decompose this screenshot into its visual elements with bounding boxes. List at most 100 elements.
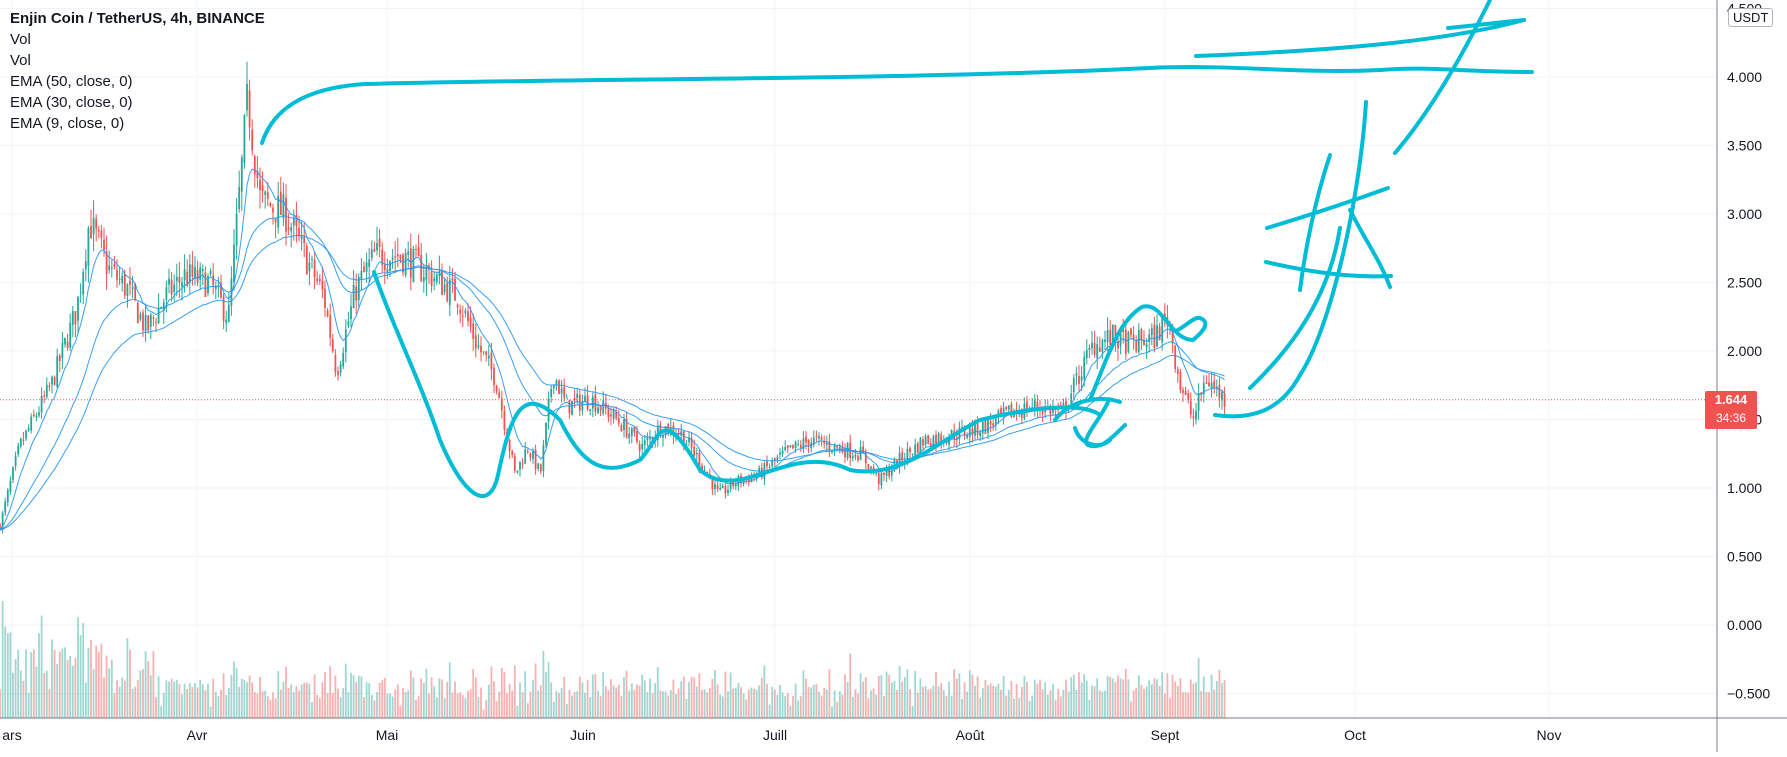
candle-body (116, 269, 118, 280)
candle-body (376, 243, 378, 251)
candle-body (191, 264, 194, 277)
volume-bar (17, 649, 20, 718)
candle-body (883, 472, 885, 475)
volume-bar (129, 649, 131, 718)
candle-body (508, 439, 511, 452)
volume-bar (209, 706, 212, 718)
candle-body (357, 277, 360, 301)
currency-unit-badge[interactable]: USDT (1728, 8, 1774, 27)
candle-body (9, 480, 12, 492)
volume-bar (477, 696, 480, 718)
volume-bar (110, 659, 113, 718)
candle-body (703, 470, 706, 472)
volume-bar (1067, 691, 1070, 718)
candle-body (381, 249, 384, 266)
candle-body (844, 449, 846, 458)
volume-bar (344, 663, 347, 718)
volume-bar (108, 668, 111, 718)
candle-body (485, 351, 488, 355)
candle-body (794, 441, 797, 449)
candle-body (698, 452, 701, 467)
candle-body (287, 227, 290, 230)
volume-bar (420, 678, 423, 718)
candle-body (344, 329, 347, 353)
volume-bar (1052, 683, 1054, 718)
candle-body (467, 311, 469, 321)
candle-body (1075, 373, 1078, 376)
candle-body (1083, 356, 1086, 379)
candle-body (1145, 344, 1148, 348)
volume-bar (802, 670, 805, 718)
volume-bar (906, 669, 909, 718)
candle-body (368, 259, 371, 267)
candle-body (1031, 406, 1034, 408)
volume-bar (183, 683, 186, 718)
volume-bar (386, 693, 389, 718)
candle-body (779, 452, 781, 455)
candle-body (321, 280, 324, 290)
candle-body (1187, 393, 1190, 400)
candle-body (966, 434, 969, 438)
candle-body (4, 501, 7, 513)
volume-bar (1158, 686, 1161, 718)
volume-bar (443, 698, 446, 718)
volume-bar (391, 696, 394, 718)
candle-body (48, 385, 51, 387)
volume-bar (1020, 686, 1023, 718)
volume-bar (168, 681, 170, 718)
candle-body (771, 460, 774, 467)
candle-body (727, 489, 729, 494)
candle-body (610, 414, 612, 417)
legend: Enjin Coin / TetherUS, 4h, BINANCE Vol V… (10, 8, 265, 134)
volume-bar (251, 682, 254, 718)
volume-bar (147, 661, 150, 718)
volume-bar (404, 691, 407, 718)
candle-body (1213, 380, 1216, 389)
candle-body (129, 280, 131, 286)
candle-body (792, 444, 794, 449)
volume-bar (987, 685, 989, 718)
volume-bar (888, 674, 891, 718)
volume-bar (1163, 693, 1166, 718)
volume-bar (261, 691, 264, 718)
volume-bar (360, 676, 363, 718)
volume-bar (880, 675, 883, 718)
volume-bar (35, 666, 38, 718)
volume-bar (698, 673, 701, 718)
candle-body (1033, 400, 1036, 409)
candle-body (95, 218, 98, 229)
candle-body (347, 321, 350, 327)
candle-body (181, 282, 183, 287)
volume-bar (287, 688, 290, 718)
volume-bar (1132, 690, 1135, 718)
candle-body (1088, 348, 1091, 351)
candle-body (1210, 382, 1213, 388)
volume-bar (425, 668, 428, 718)
volume-bar (1072, 674, 1075, 718)
volume-bar (558, 693, 560, 718)
volume-bar (919, 678, 922, 718)
volume-bar (422, 683, 425, 718)
volume-bar (1179, 678, 1182, 718)
candle-body (1122, 329, 1125, 332)
volume-bar (792, 695, 794, 718)
loop-stroke-2 (1073, 426, 1112, 448)
volume-bar (152, 651, 155, 718)
volume-bar (321, 682, 324, 718)
candle-body (516, 470, 519, 473)
candle-body (747, 476, 750, 483)
volume-bar (729, 672, 732, 718)
candle-body (633, 427, 636, 433)
candle-body (615, 411, 618, 419)
candle-body (932, 436, 935, 447)
candle-body (352, 284, 355, 309)
peak-stroke (1088, 304, 1208, 402)
volume-bar (157, 676, 160, 718)
volume-bar (412, 677, 415, 718)
candle-body (1106, 330, 1109, 343)
volume-bar (820, 695, 823, 718)
volume-bar (100, 643, 103, 718)
candle-body (534, 449, 537, 470)
volume-bar (701, 690, 703, 718)
